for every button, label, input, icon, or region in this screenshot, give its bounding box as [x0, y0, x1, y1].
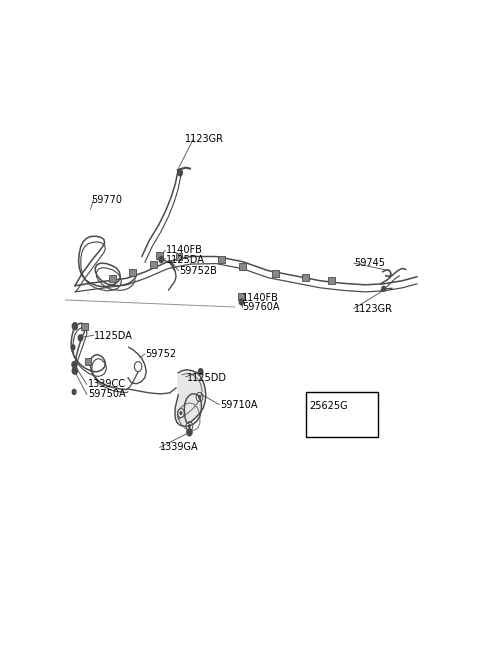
Bar: [81, 323, 87, 330]
Circle shape: [78, 335, 83, 341]
Bar: [156, 252, 163, 259]
Bar: [273, 270, 279, 277]
Circle shape: [159, 256, 163, 262]
Bar: [150, 261, 157, 268]
Text: 1339CC: 1339CC: [88, 379, 126, 389]
Text: 59745: 59745: [354, 258, 385, 268]
Circle shape: [72, 323, 77, 330]
Text: 1125DA: 1125DA: [94, 331, 132, 341]
Bar: [176, 253, 182, 260]
Text: 1140FB: 1140FB: [166, 245, 203, 255]
Circle shape: [240, 299, 244, 305]
Circle shape: [72, 367, 77, 374]
Bar: [328, 277, 335, 284]
Circle shape: [72, 390, 76, 394]
Text: 1125DD: 1125DD: [186, 373, 227, 382]
Text: 1125DA: 1125DA: [166, 255, 205, 264]
Bar: [238, 293, 245, 300]
Bar: [302, 274, 309, 281]
Circle shape: [71, 345, 75, 350]
Bar: [109, 276, 116, 282]
Text: 59750A: 59750A: [88, 390, 126, 400]
Circle shape: [178, 170, 182, 176]
Polygon shape: [175, 370, 206, 426]
Circle shape: [382, 286, 385, 291]
Text: 25625G: 25625G: [309, 401, 348, 411]
Circle shape: [72, 361, 76, 367]
Text: 59752: 59752: [145, 349, 177, 359]
Circle shape: [187, 429, 192, 436]
Bar: [84, 358, 91, 365]
Bar: [305, 392, 378, 438]
Bar: [218, 256, 225, 263]
Text: 1123GR: 1123GR: [354, 304, 393, 314]
Bar: [129, 269, 136, 276]
Circle shape: [180, 411, 182, 415]
Text: 59752B: 59752B: [179, 266, 217, 276]
Bar: [239, 263, 246, 270]
Text: 1140FB: 1140FB: [242, 293, 279, 304]
Text: 59770: 59770: [92, 195, 122, 205]
Circle shape: [198, 369, 203, 375]
Text: 59710A: 59710A: [220, 400, 257, 409]
Circle shape: [198, 395, 201, 399]
Text: 59760A: 59760A: [242, 302, 280, 312]
Text: 1123GR: 1123GR: [185, 134, 224, 144]
Circle shape: [188, 424, 191, 428]
Text: 1339GA: 1339GA: [160, 442, 199, 453]
